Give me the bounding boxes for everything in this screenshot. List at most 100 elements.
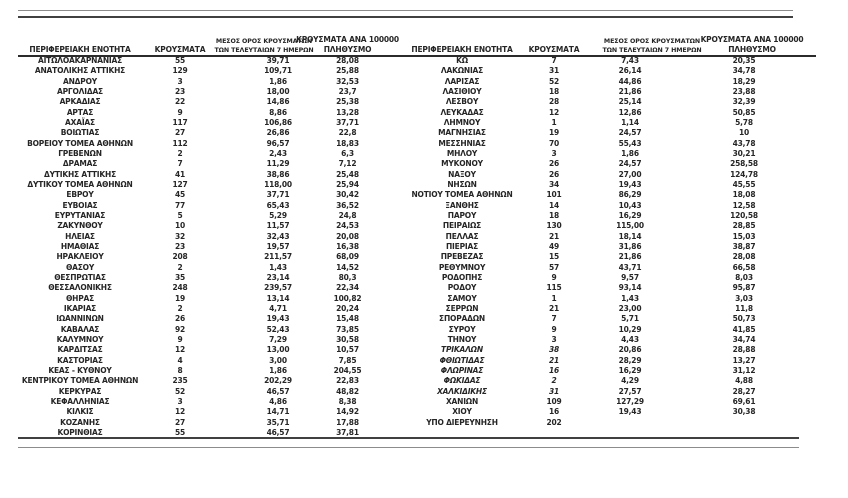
avg7-cell: 7,43 [621, 56, 639, 66]
left-table-header: ΠΕΡΙΦΕΡΕΙΑΚΗ ΕΝΟΤΗΤΑ ΚΡΟΥΣΜΑΤΑ ΜΕΣΟΣ ΟΡΟ… [18, 28, 399, 55]
region-cell: ΣΑΜΟΥ [447, 293, 477, 303]
per100k-cell: 23,88 [732, 87, 756, 97]
bottom-thin-rule [18, 447, 799, 448]
region-cell: ΑΡΓΟΛΙΔΑΣ [57, 87, 103, 97]
table-row: ΗΜΑΘΙΑΣ 23 19,57 16,38 [18, 242, 385, 252]
region-cell: ΚΙΛΚΙΣ [66, 407, 94, 417]
avg7-cell: 31,86 [618, 242, 642, 252]
cases-cell: 7 [551, 314, 557, 324]
avg7-cell: 23,14 [266, 273, 290, 283]
region-cell: ΡΕΘΥΜΝΟΥ [438, 262, 486, 272]
table-row: ΚΑΒΑΛΑΣ 92 52,43 73,85 [18, 325, 385, 335]
table-row: ΡΟΔΟΥ 115 93,14 95,87 [418, 283, 816, 293]
avg7-cell: 115,00 [616, 221, 644, 231]
region-cell: ΒΟΙΩΤΙΑΣ [60, 128, 100, 138]
region-cell: ΦΘΙΩΤΙΔΑΣ [439, 355, 485, 365]
table-row: ΛΑΣΙΘΙΟΥ 18 21,86 23,88 [418, 87, 816, 97]
table-row: ΑΧΑΪΑΣ 117 106,86 37,71 [18, 118, 385, 128]
table-row: ΡΕΘΥΜΝΟΥ 57 43,71 66,58 [418, 263, 816, 273]
cases-cell: 34 [548, 180, 560, 190]
region-cell: ΡΟΔΟΥ [447, 283, 477, 293]
per100k-cell: 25,48 [336, 169, 359, 179]
region-cell: ΚΕΝΤΡΙΚΟΥ ΤΟΜΕΑ ΑΘΗΝΩΝ [21, 376, 139, 386]
region-cell: ΠΑΡΟΥ [447, 211, 477, 221]
header-underline-rule [18, 55, 816, 57]
cases-cell: 26 [174, 314, 186, 324]
per100k-cell: 34,74 [732, 335, 756, 345]
region-cell: ΚΕΑΣ - ΚΥΘΝΟΥ [48, 366, 112, 375]
table-row: ΠΑΡΟΥ 18 16,29 120,58 [418, 211, 816, 221]
table-row: ΠΕΛΛΑΣ 21 18,14 15,03 [418, 232, 816, 242]
table-row: ΦΛΩΡΙΝΑΣ 16 16,29 31,12 [418, 366, 816, 376]
avg7-cell: 127,29 [616, 396, 644, 406]
per100k-cell: 18,83 [336, 138, 359, 148]
per100k-cell: 258,58 [730, 159, 758, 169]
avg7-cell: 43,71 [618, 262, 642, 272]
bottom-thick-rule [18, 437, 799, 439]
per100k-cell: 68,09 [336, 252, 359, 262]
region-cell: ΧΙΟΥ [452, 407, 472, 417]
left-column-header-per100k: ΚΡΟΥΣΜΑΤΑ ΑΝΑ 100000 ΠΛΗΘΥΣΜΟ [296, 35, 399, 54]
table-row: ΞΑΝΘΗΣ 14 10,43 12,58 [418, 201, 816, 211]
per100k-cell: 34,78 [732, 66, 756, 76]
cases-cell: 38 [548, 345, 560, 355]
per100k-cell: 22,83 [336, 376, 359, 386]
right-table-body: ΚΩ 7 7,43 20,35 ΛΑΚΩΝΙΑΣ 31 26,14 34,78 ΛΑΡΙΣΑΣ 5… [411, 56, 816, 428]
region-cell: ΘΑΣΟΥ [65, 262, 95, 272]
avg7-cell: 93,14 [618, 283, 642, 293]
region-cell: ΞΑΝΘΗΣ [445, 200, 479, 210]
right-column-header-cases: ΚΡΟΥΣΜΑΤΑ [528, 45, 580, 54]
cases-cell: 18 [548, 87, 560, 97]
left-column-header-region: ΠΕΡΙΦΕΡΕΙΑΚΗ ΕΝΟΤΗΤΑ [29, 45, 131, 54]
region-cell: ΗΜΑΘΙΑΣ [60, 242, 100, 252]
region-cell: ΜΗΛΟΥ [446, 149, 478, 159]
cases-cell: 35 [174, 273, 186, 283]
cases-cell: 3 [177, 396, 183, 406]
per100k-cell: 37,81 [336, 427, 359, 437]
table-row: ΚΟΡΙΝΘΙΑΣ 55 46,57 37,81 [18, 428, 385, 438]
region-cell: ΛΕΣΒΟΥ [445, 97, 479, 107]
table-row: ΔΡΑΜΑΣ 7 11,29 7,12 [18, 159, 385, 169]
per100k-cell: 124,78 [730, 169, 758, 179]
region-cell: ΑΡΤΑΣ [66, 107, 94, 117]
cases-cell: 70 [548, 138, 560, 148]
table-row: ΤΗΝΟΥ 3 4,43 34,74 [418, 335, 816, 345]
top-thin-rule [18, 10, 793, 11]
per100k-cell: 204,55 [333, 366, 362, 375]
region-cell: ΝΑΞΟΥ [448, 169, 476, 179]
table-row: ΚΑΛΥΜΝΟΥ 9 7,29 30,58 [18, 335, 385, 345]
cases-cell: 2 [551, 376, 557, 386]
per100k-cell: 28,08 [732, 252, 756, 262]
avg7-cell: 24,57 [618, 159, 642, 169]
region-cell: ΚΟΡΙΝΘΙΑΣ [57, 427, 103, 437]
region-cell: ΚΟΖΑΝΗΣ [60, 417, 100, 427]
per100k-cell: 48,82 [336, 386, 359, 396]
table-row: ΛΗΜΝΟΥ 1 1,14 5,78 [418, 118, 816, 128]
per100k-cell: 15,03 [732, 231, 756, 241]
cases-cell: 23 [174, 87, 186, 97]
cases-cell: 4 [177, 355, 183, 365]
per100k-cell: 14,52 [336, 262, 359, 272]
cases-cell: 235 [172, 376, 188, 386]
table-row: ΝΑΞΟΥ 26 27,00 124,78 [418, 170, 816, 180]
region-cell: ΠΕΙΡΑΙΩΣ [442, 221, 482, 231]
region-cell: ΛΗΜΝΟΥ [443, 118, 481, 128]
table-row: ΥΠΟ ΔΙΕΡΕΥΝΗΣΗ 202 [418, 417, 816, 427]
per100k-cell: 24,53 [336, 221, 359, 231]
table-row: ΙΩΑΝΝΙΝΩΝ 26 19,43 15,48 [18, 314, 385, 324]
avg7-cell: 35,71 [266, 417, 290, 427]
region-cell: ΜΑΓΝΗΣΙΑΣ [438, 128, 486, 138]
region-cell: ΚΩ [456, 56, 468, 66]
avg7-cell: 37,71 [266, 190, 290, 200]
region-cell: ΕΥΡΥΤΑΝΙΑΣ [54, 211, 106, 221]
cases-cell: 31 [548, 66, 560, 76]
cases-cell: 9 [551, 324, 557, 334]
per100k-cell: 45,55 [732, 180, 756, 190]
per100k-cell: 28,85 [732, 221, 756, 231]
cases-cell: 14 [548, 200, 560, 210]
per100k-cell: 11,8 [735, 304, 753, 314]
table-row: ΛΕΣΒΟΥ 28 25,14 32,39 [418, 97, 816, 107]
cases-cell: 52 [174, 386, 186, 396]
per100k-cell: 30,42 [336, 190, 359, 200]
table-row: ΧΑΝΙΩΝ 109 127,29 69,61 [418, 397, 816, 407]
